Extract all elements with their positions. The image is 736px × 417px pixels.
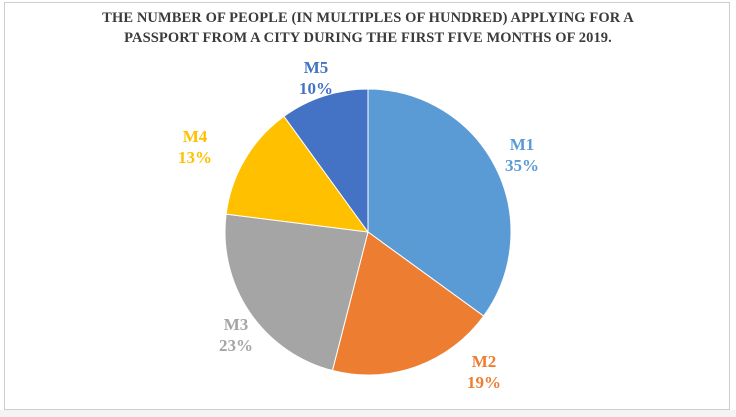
bottom-strip [0,410,736,417]
slice-label-name-m1: M1 [510,135,535,154]
slice-label-value-m4: 13% [178,148,212,167]
slice-label-value-m5: 10% [299,79,333,98]
pie-slice-m2 [331,231,485,376]
pie-slice-m4 [225,115,370,233]
chart-title-line-2: PASSPORT FROM A CITY DURING THE FIRST FI… [124,30,612,46]
chart-title: THE NUMBER OF PEOPLE (IN MULTIPLES OF HU… [0,8,736,48]
slice-label-name-m4: M4 [183,127,208,146]
slice-label-name-m5: M5 [304,58,329,77]
pie-slice-m5 [283,88,369,234]
pie-slice-m1 [367,88,512,317]
slice-label-name-m3: M3 [224,315,249,334]
slice-label-value-m2: 19% [467,373,501,392]
chart-title-line-1: THE NUMBER OF PEOPLE (IN MULTIPLES OF HU… [102,10,634,26]
pie-slices [224,88,512,376]
pie-slice-m3 [224,213,369,372]
slice-label-value-m3: 23% [219,336,253,355]
slice-label-name-m2: M2 [472,352,497,371]
slice-label-value-m1: 35% [505,156,539,175]
pie-labels: M1 35% M2 19% M3 23% M4 13% M5 10% [178,58,539,392]
